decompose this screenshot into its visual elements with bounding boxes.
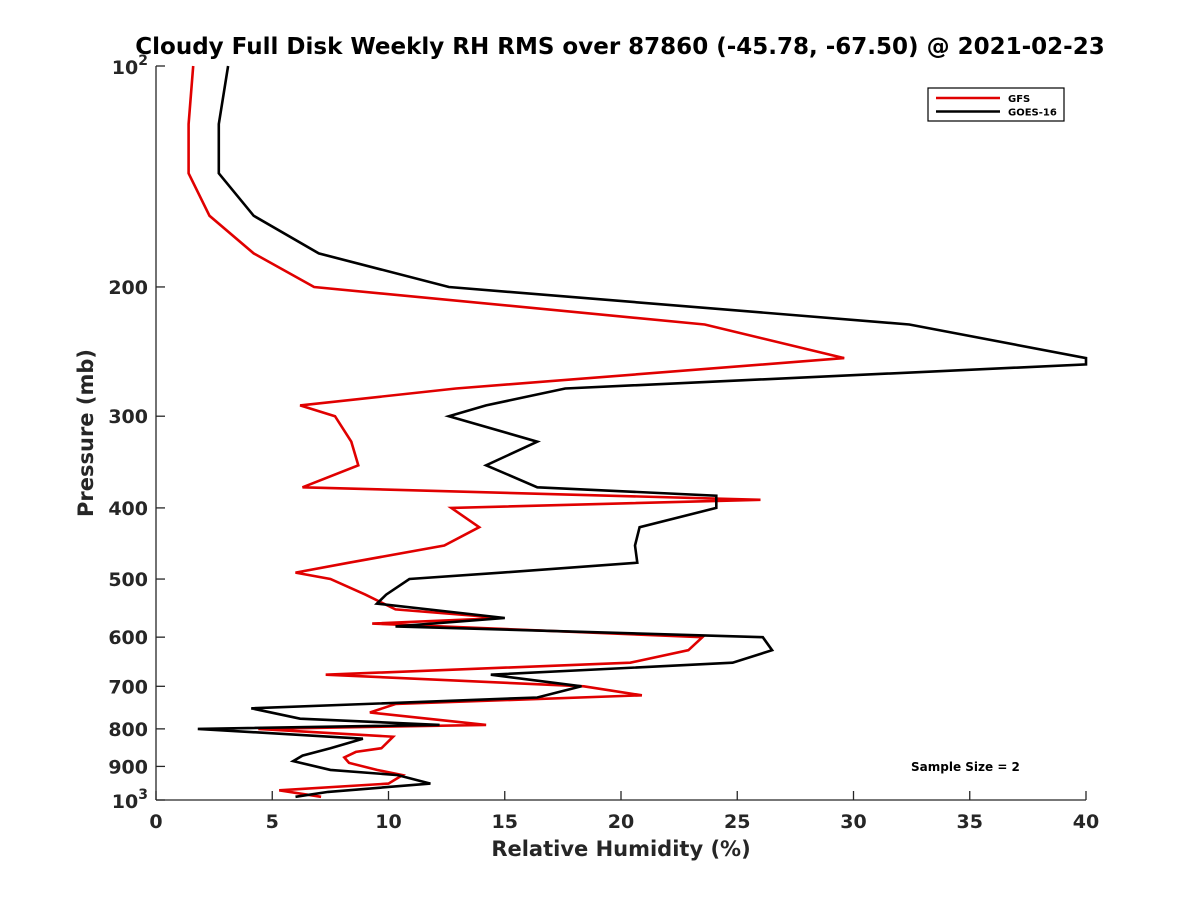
sample-size-annotation: Sample Size = 2 — [911, 760, 1020, 774]
x-tick-label: 35 — [957, 811, 983, 833]
chart-title: Cloudy Full Disk Weekly RH RMS over 8786… — [135, 34, 1104, 60]
x-tick-label: 30 — [840, 811, 866, 833]
y-axis-label: Pressure (mb) — [74, 349, 98, 517]
axes-layer: 0 5 10 15 20 25 30 35 40 102 200 300 400 500 600 700 800… — [108, 53, 1099, 833]
x-tick-label: 25 — [724, 811, 750, 833]
y-tick-label: 400 — [108, 498, 148, 520]
y-tick-label: 200 — [108, 277, 148, 299]
legend-label-goes16: GOES-16 — [1008, 108, 1057, 119]
y-tick-label: 600 — [108, 627, 148, 649]
legend-box — [927, 87, 1065, 122]
x-tick-label: 20 — [608, 811, 634, 833]
y-tick-label: 800 — [108, 719, 148, 741]
x-tick-label: 10 — [375, 811, 401, 833]
x-tick-label: 5 — [266, 811, 279, 833]
y-tick-label: 103 — [112, 787, 148, 813]
y-tick-label: 102 — [112, 53, 148, 79]
x-tick-label: 40 — [1073, 811, 1099, 833]
x-tick-label: 15 — [492, 811, 518, 833]
legend-label-gfs: GFS — [1008, 94, 1030, 105]
series-line-goes16 — [197, 65, 1088, 799]
y-tick-label: 500 — [108, 569, 148, 591]
y-tick-label: 300 — [108, 406, 148, 428]
series-line-gfs — [187, 65, 845, 799]
series-layer — [187, 65, 1088, 799]
x-axis-label: Relative Humidity (%) — [491, 837, 750, 861]
x-tick-label: 0 — [149, 811, 162, 833]
y-tick-label: 700 — [108, 676, 148, 698]
plot-area — [156, 66, 1086, 800]
y-tick-label: 900 — [108, 756, 148, 778]
legend: GFS GOES-16 — [927, 87, 1065, 122]
